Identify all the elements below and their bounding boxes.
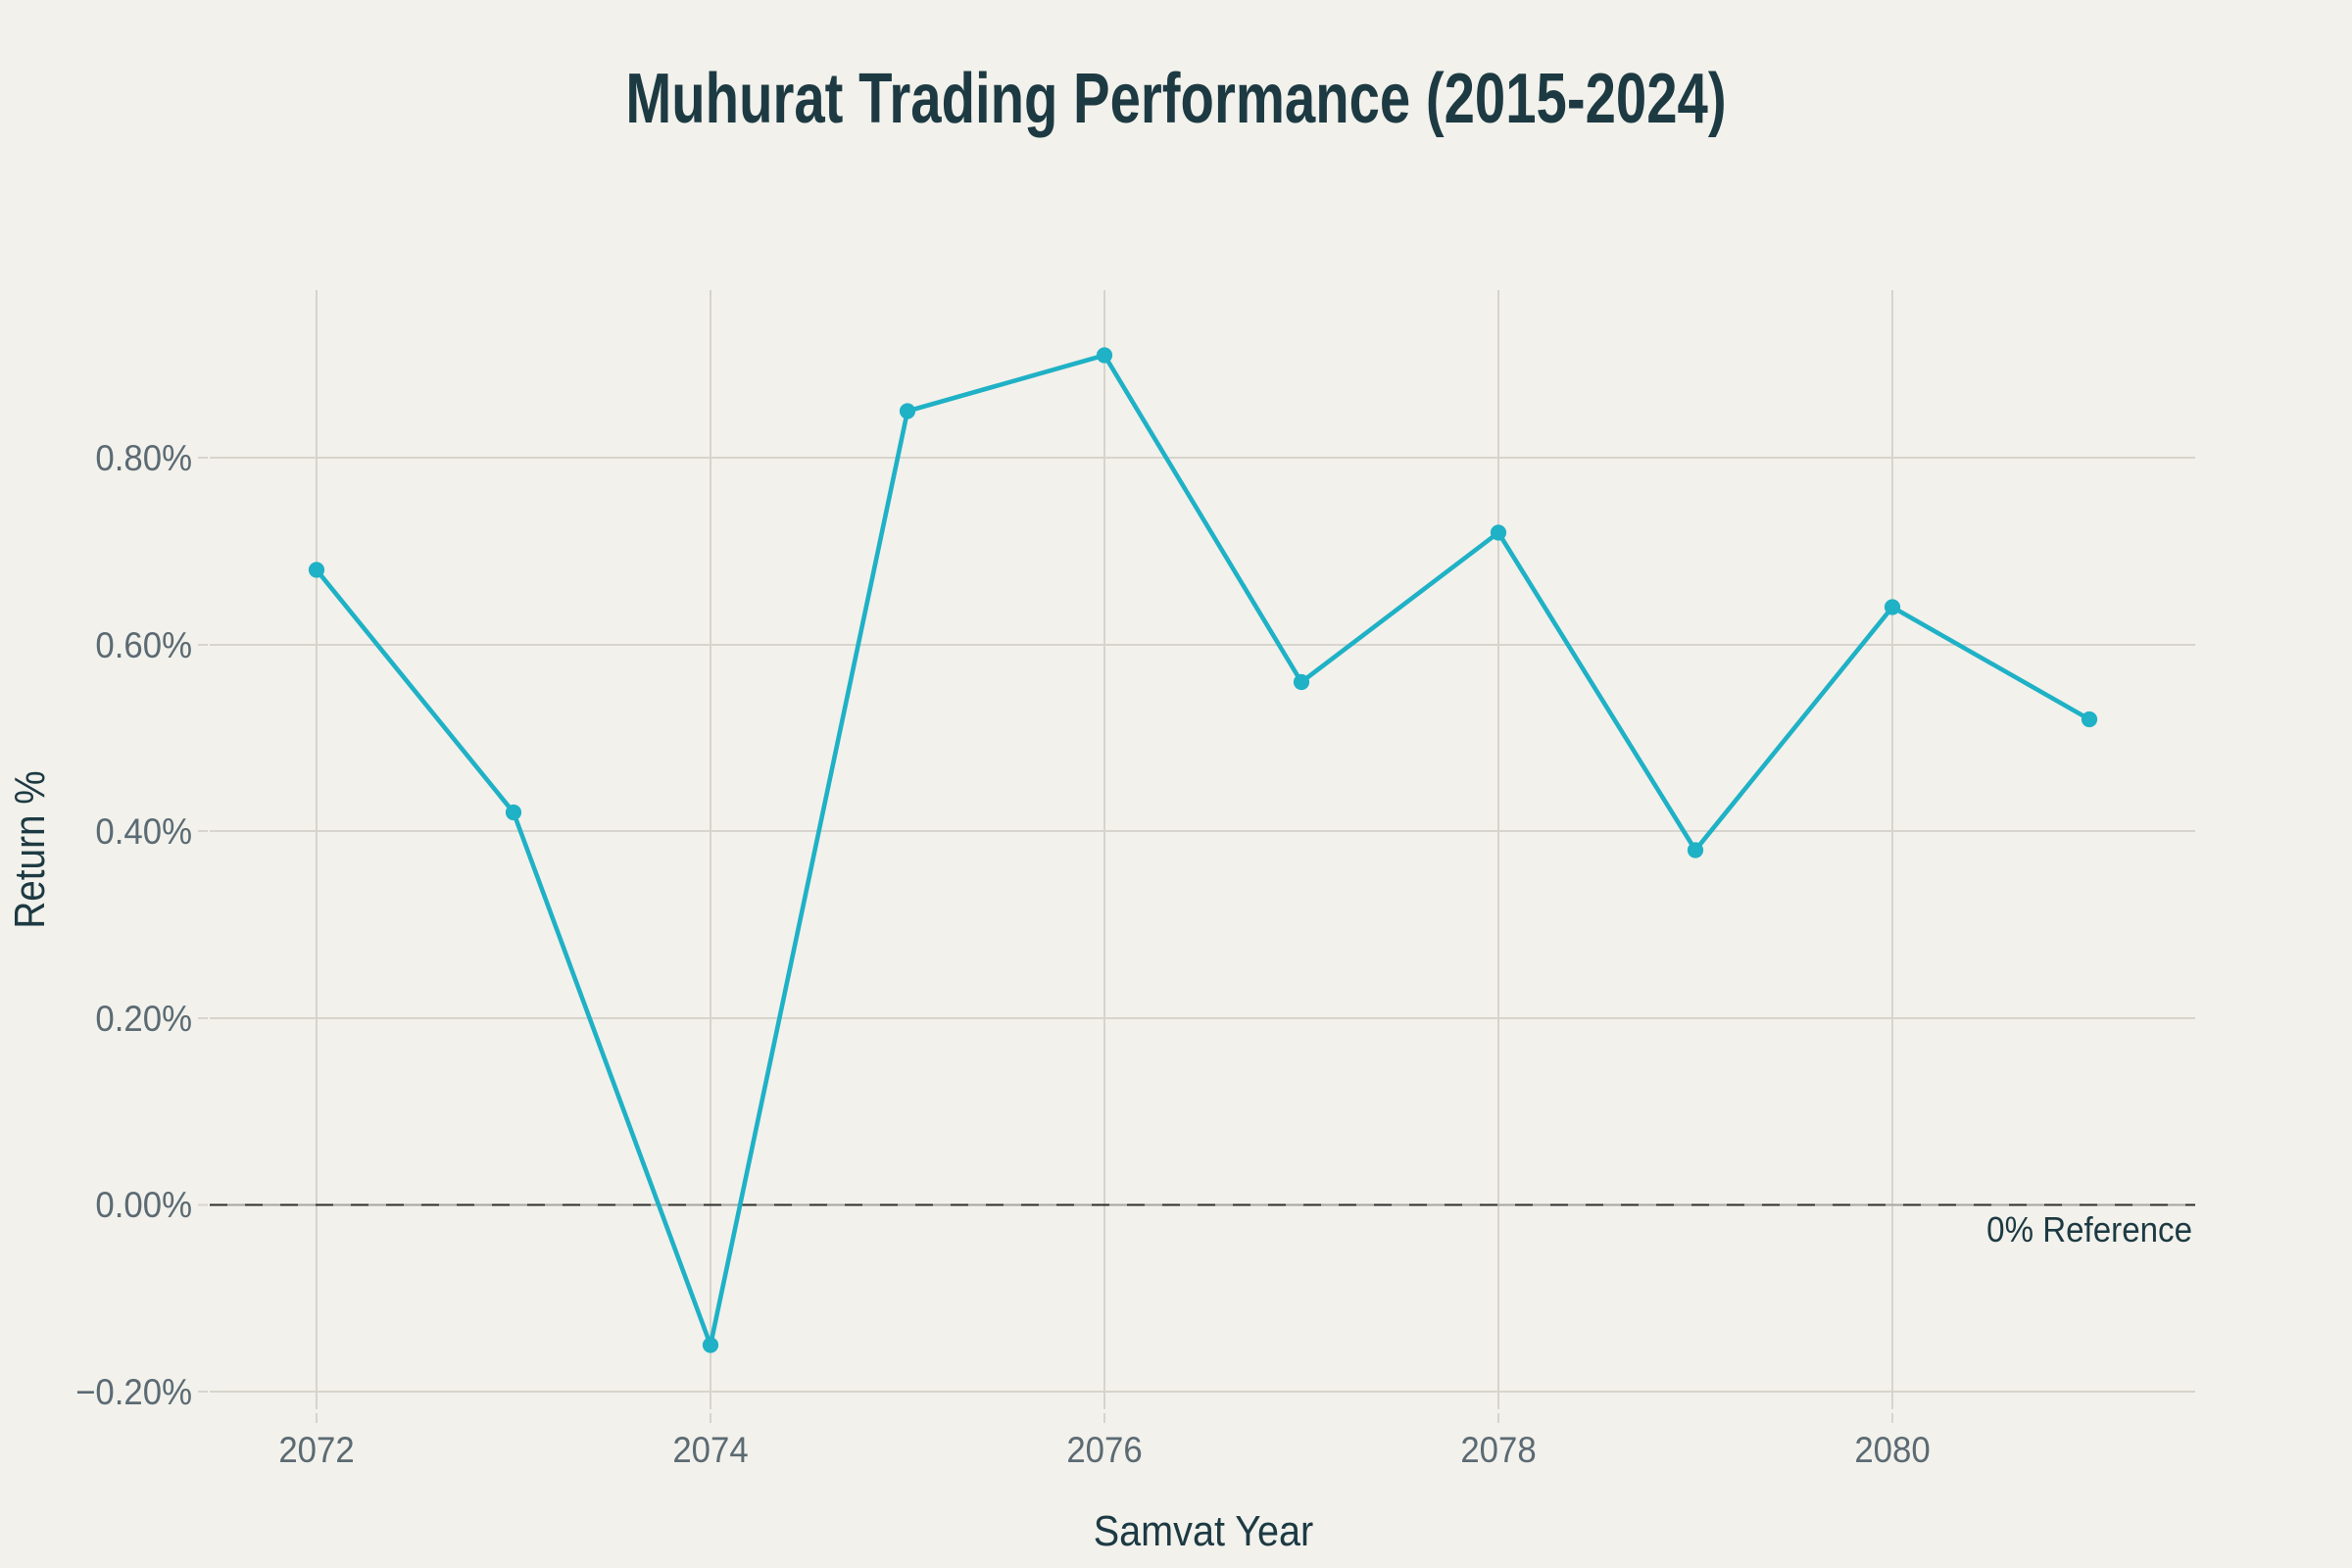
svg-text:0% Reference: 0% Reference [1986, 1211, 2192, 1250]
svg-text:2076: 2076 [1066, 1430, 1142, 1470]
svg-text:Muhurat Trading Performance (2: Muhurat Trading Performance (2015-2024) [625, 58, 1726, 137]
svg-text:−0.20%: −0.20% [75, 1372, 192, 1412]
svg-text:2072: 2072 [278, 1430, 354, 1470]
svg-text:0.60%: 0.60% [95, 625, 192, 665]
svg-text:0.00%: 0.00% [95, 1185, 192, 1225]
svg-text:0.80%: 0.80% [95, 438, 192, 478]
svg-text:Return %: Return % [5, 770, 54, 928]
svg-text:0.40%: 0.40% [95, 811, 192, 852]
svg-text:2074: 2074 [672, 1430, 748, 1470]
svg-text:2078: 2078 [1460, 1430, 1536, 1470]
svg-text:2080: 2080 [1854, 1430, 1930, 1470]
svg-text:Samvat Year: Samvat Year [1094, 1506, 1314, 1554]
svg-text:0.20%: 0.20% [95, 999, 192, 1039]
